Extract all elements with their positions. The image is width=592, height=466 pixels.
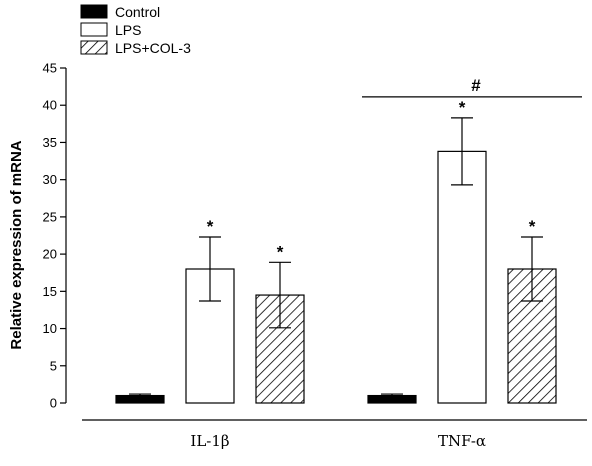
bars: * * * * #	[115, 76, 582, 404]
significance-marker-1-1: *	[459, 98, 466, 117]
y-tick-label-5: 25	[43, 209, 57, 224]
y-tick-label-6: 30	[43, 172, 57, 187]
y-tick-label-3: 15	[43, 284, 57, 299]
y-tick-label-9: 45	[43, 61, 57, 76]
legend-label-1: LPS	[115, 22, 141, 38]
legend-label-0: Control	[115, 4, 160, 20]
y-tick-label-7: 35	[43, 135, 57, 150]
comparison-label-0: #	[471, 76, 481, 95]
x-category-label-0: IL-1β	[190, 432, 229, 450]
x-category-label-1: TNF-α	[438, 432, 486, 450]
significance-marker-0-1: *	[207, 217, 214, 236]
y-tick-label-1: 5	[50, 358, 57, 373]
y-tick-label-8: 40	[43, 98, 57, 113]
y-axis: 0 5 10 15 20 25 30 35 40 45	[43, 61, 67, 411]
y-tick-label-0: 0	[50, 396, 57, 411]
legend-swatch-0	[80, 4, 108, 19]
bar-1-1	[437, 150, 487, 404]
legend-label-2: LPS+COL-3	[115, 40, 191, 56]
y-axis-label: Relative expression of mRNA	[8, 140, 25, 349]
y-tick-label-4: 20	[43, 247, 57, 262]
x-axis: IL-1β TNF-α	[82, 419, 587, 450]
y-tick-label-2: 10	[43, 321, 57, 336]
legend-swatch-2	[80, 40, 108, 55]
significance-marker-0-2: *	[277, 242, 284, 261]
significance-marker-1-2: *	[529, 217, 536, 236]
legend-swatch-1	[80, 22, 108, 37]
legend: Control LPS LPS+COL-3	[80, 4, 191, 56]
